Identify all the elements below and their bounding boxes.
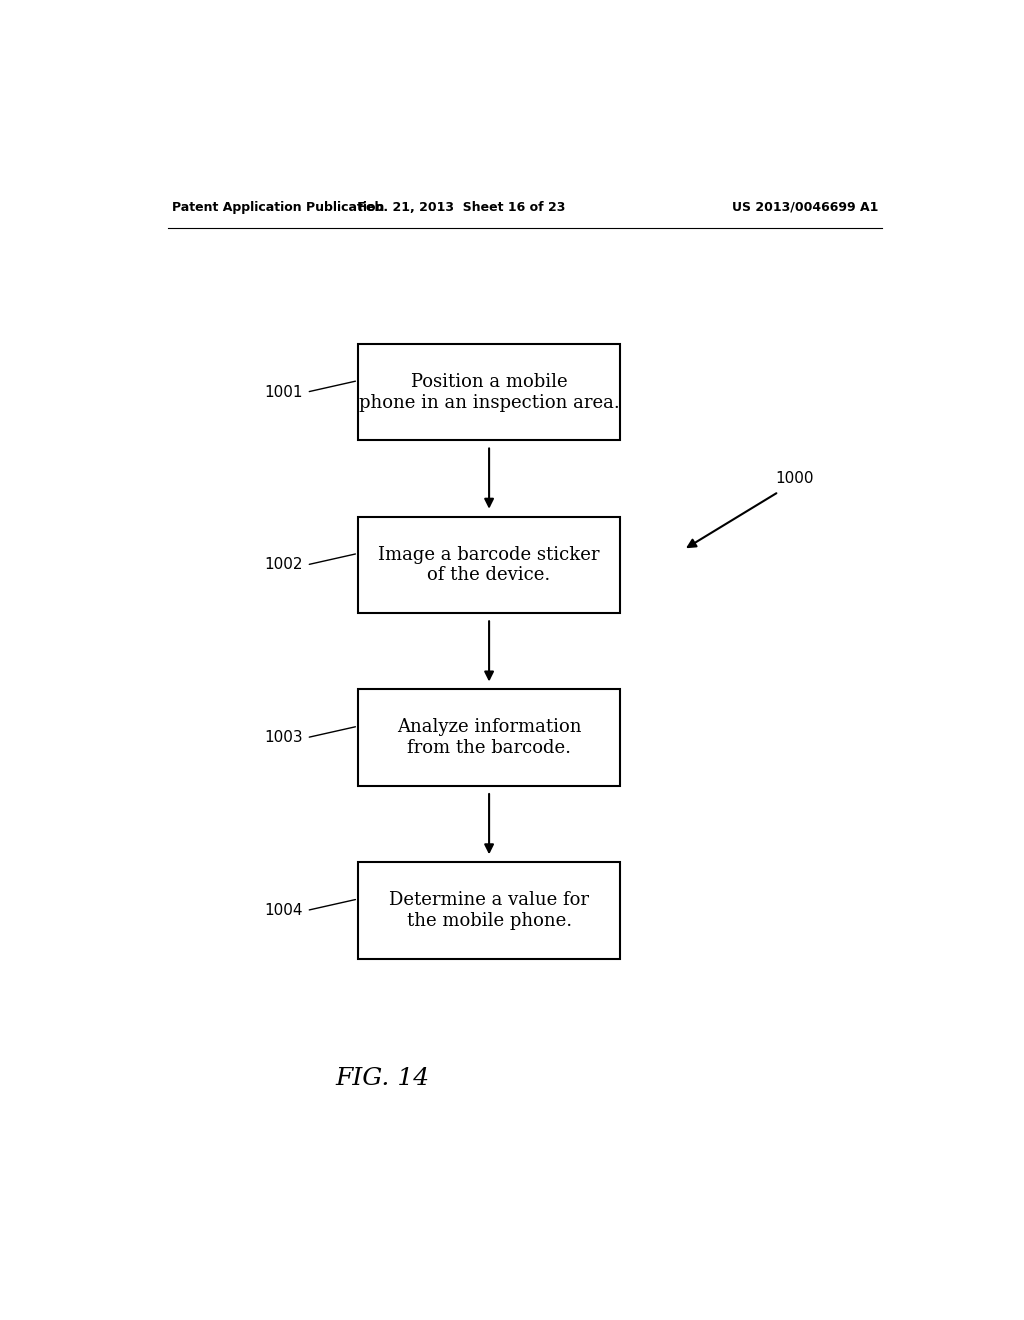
Bar [358,862,621,958]
Bar [358,345,621,441]
Text: US 2013/0046699 A1: US 2013/0046699 A1 [731,201,878,214]
Text: 1002: 1002 [264,557,303,573]
Text: Position a mobile
phone in an inspection area.: Position a mobile phone in an inspection… [358,372,620,412]
Bar [358,516,621,614]
Text: 1004: 1004 [264,903,303,917]
Text: FIG. 14: FIG. 14 [335,1067,429,1090]
Bar [358,689,621,785]
Text: Patent Application Publication: Patent Application Publication [172,201,384,214]
Text: Analyze information
from the barcode.: Analyze information from the barcode. [397,718,582,758]
Text: Determine a value for
the mobile phone.: Determine a value for the mobile phone. [389,891,589,929]
Text: 1003: 1003 [264,730,303,746]
Text: 1001: 1001 [264,384,303,400]
Text: Image a barcode sticker
of the device.: Image a barcode sticker of the device. [378,545,600,585]
Text: 1000: 1000 [775,471,814,486]
Text: Feb. 21, 2013  Sheet 16 of 23: Feb. 21, 2013 Sheet 16 of 23 [357,201,565,214]
